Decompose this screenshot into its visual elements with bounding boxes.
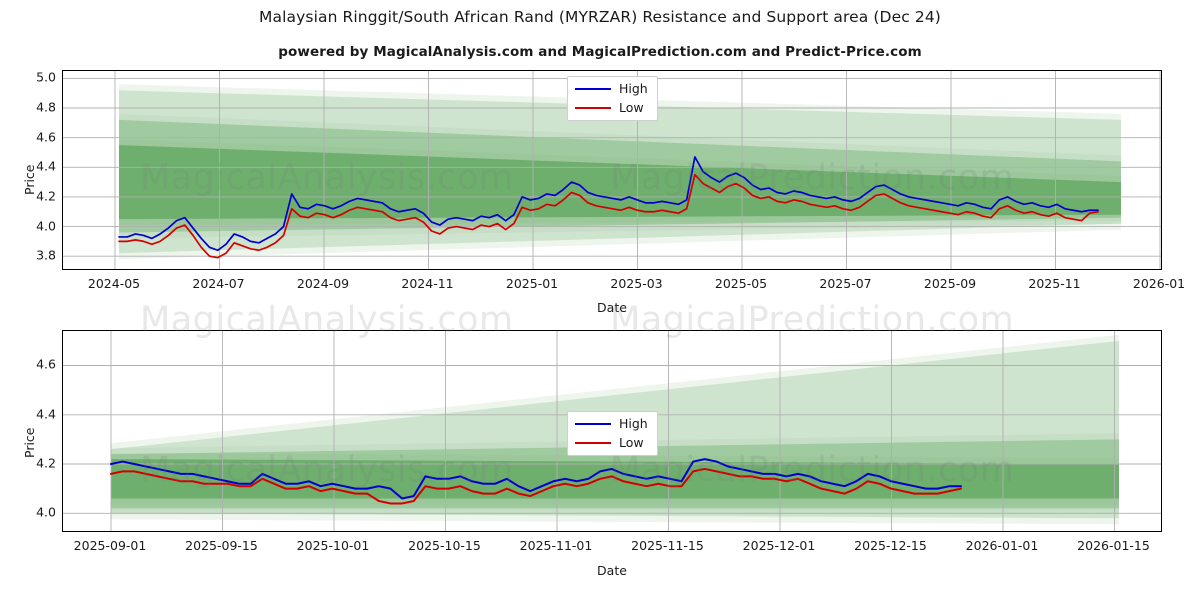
x-tick-label: 2025-12-01: [742, 538, 816, 553]
page-subtitle: powered by MagicalAnalysis.com and Magic…: [278, 44, 922, 60]
legend-label-low-lower: Low: [619, 435, 644, 450]
legend-item-high-lower: High: [575, 417, 648, 431]
legend-swatch-high-lower: [575, 423, 611, 425]
series-line-high: [118, 156, 1099, 252]
series-line-high: [110, 458, 962, 500]
x-tick-label: 2025-11: [1028, 276, 1081, 291]
y-tick-label: 4.2: [36, 455, 56, 471]
x-tick-label: 2025-09-01: [73, 538, 147, 553]
upper-x-axis-label: Date: [597, 300, 627, 315]
x-tick-label: 2025-07: [819, 276, 872, 291]
legend-swatch-low: [575, 107, 611, 109]
legend-item-high: High: [575, 82, 648, 96]
band-feather: [119, 84, 1121, 260]
legend-swatch-high: [575, 88, 611, 90]
legend-label-high-lower: High: [619, 416, 648, 431]
y-tick-label: 4.2: [36, 188, 56, 204]
x-tick-label: 2024-05: [87, 276, 141, 291]
lower-y-axis-label: Price: [22, 427, 37, 459]
series-line-low: [110, 467, 962, 505]
y-tick-label: 4.4: [36, 158, 56, 174]
y-tick-label: 4.6: [36, 356, 56, 372]
x-tick-label: 2025-09: [923, 276, 977, 291]
lower-legend: High Low: [567, 411, 658, 456]
x-tick-label: 2026-01-15: [1077, 538, 1150, 553]
y-tick-label: 4.6: [36, 129, 56, 145]
y-tick-label: 3.8: [36, 247, 56, 263]
x-tick-label: 2026-01: [1132, 276, 1186, 291]
x-tick-label: 2024-11: [401, 276, 454, 291]
upper-plot-svg: [63, 71, 1161, 269]
x-tick-label: 2025-09-15: [185, 538, 258, 553]
lower-chart-panel: Price 4.0 4.2 4.4 4.6 2025-09-01 2025-09-15 2…: [0, 330, 1200, 600]
y-tick-label: 4.4: [36, 406, 56, 422]
series-line-low: [118, 173, 1099, 259]
y-tick-label: 4.8: [36, 99, 56, 115]
x-tick-label: 2025-12-15: [854, 538, 927, 553]
y-tick-label: 4.0: [36, 504, 56, 520]
x-tick-label: 2025-11-15: [631, 538, 704, 553]
x-tick-label: 2025-01: [505, 276, 559, 291]
y-tick-label: 4.0: [36, 218, 56, 234]
legend-item-low-lower: Low: [575, 436, 648, 450]
legend-label-high: High: [619, 81, 648, 96]
x-tick-label: 2024-09: [296, 276, 350, 291]
lower-x-axis-label: Date: [597, 563, 627, 578]
x-tick-label: 2026-01-01: [965, 538, 1039, 553]
legend-item-low: Low: [575, 101, 648, 115]
page-title: Malaysian Ringgit/South African Rand (MY…: [259, 8, 941, 26]
legend-label-low: Low: [619, 100, 644, 115]
x-tick-label: 2024-07: [192, 276, 245, 291]
upper-plot-area: [62, 70, 1162, 270]
x-tick-label: 2025-05: [714, 276, 768, 291]
upper-legend: High Low: [567, 76, 658, 121]
legend-swatch-low-lower: [575, 442, 611, 444]
x-tick-label: 2025-03: [610, 276, 663, 291]
band-feather: [119, 113, 1121, 239]
x-tick-label: 2025-10-01: [296, 538, 370, 553]
x-tick-label: 2025-10-15: [408, 538, 481, 553]
band-feather: [119, 139, 1121, 226]
x-tick-label: 2025-11-01: [519, 538, 593, 553]
y-tick-label: 5.0: [36, 69, 56, 85]
upper-chart-panel: Price 3.8 4.0 4.2 4.4 4.6 4.8 5.0 2024-05 2024-…: [22, 69, 1186, 315]
